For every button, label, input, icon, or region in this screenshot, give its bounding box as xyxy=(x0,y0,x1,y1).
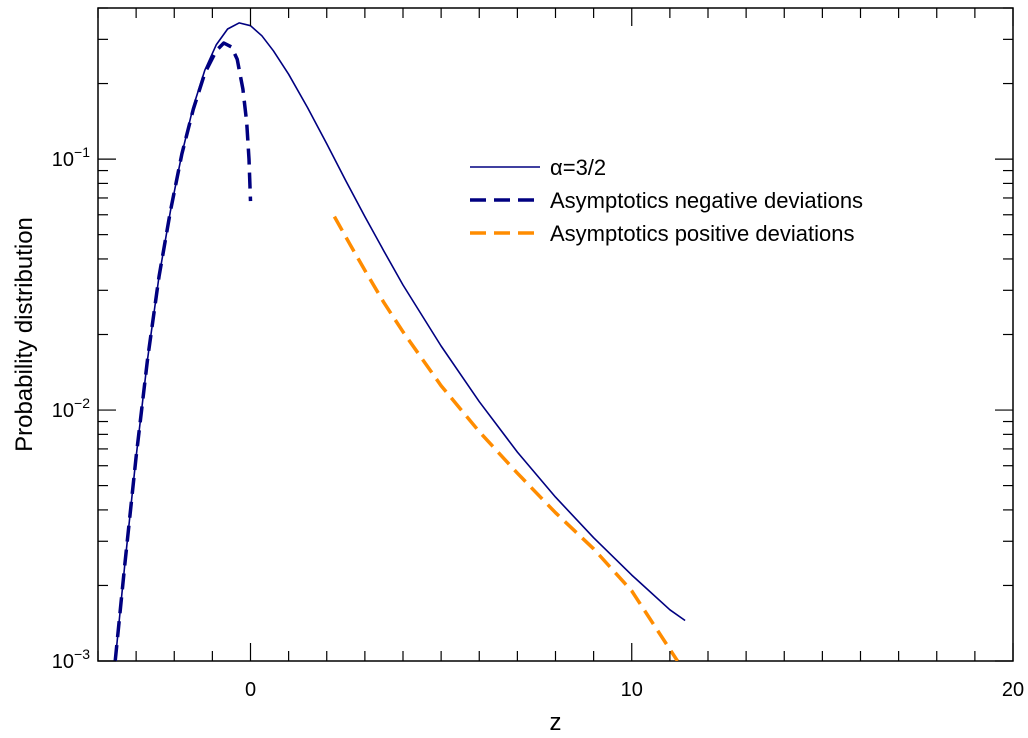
x-tick-label: 0 xyxy=(245,679,256,701)
y-axis-title: Probability distribution xyxy=(11,217,38,452)
legend-label-2: Asymptotics negative deviations xyxy=(550,188,863,213)
plot-area xyxy=(97,7,1014,662)
plot-frame xyxy=(97,7,1014,662)
y-tick-label: 10−2 xyxy=(52,395,90,422)
legend: α=3/2 Asymptotics negative deviations Asym… xyxy=(470,155,863,246)
x-tick-label: 20 xyxy=(1002,679,1024,701)
series-line-3 xyxy=(332,215,679,661)
series-layer xyxy=(113,22,686,661)
x-axis-title: z xyxy=(550,709,562,736)
legend-label-3: Asymptotics positive deviations xyxy=(550,221,854,246)
x-tick-label: 10 xyxy=(621,679,643,701)
y-tick-label: 10−1 xyxy=(52,144,90,171)
tick-layer: 0 10 20 10−3 10−2 10−1 xyxy=(52,7,1024,701)
series-line-2 xyxy=(113,41,253,661)
series-line-1 xyxy=(114,22,686,661)
y-tick-label: 10−3 xyxy=(52,646,90,673)
legend-label-1: α=3/2 xyxy=(550,155,606,180)
